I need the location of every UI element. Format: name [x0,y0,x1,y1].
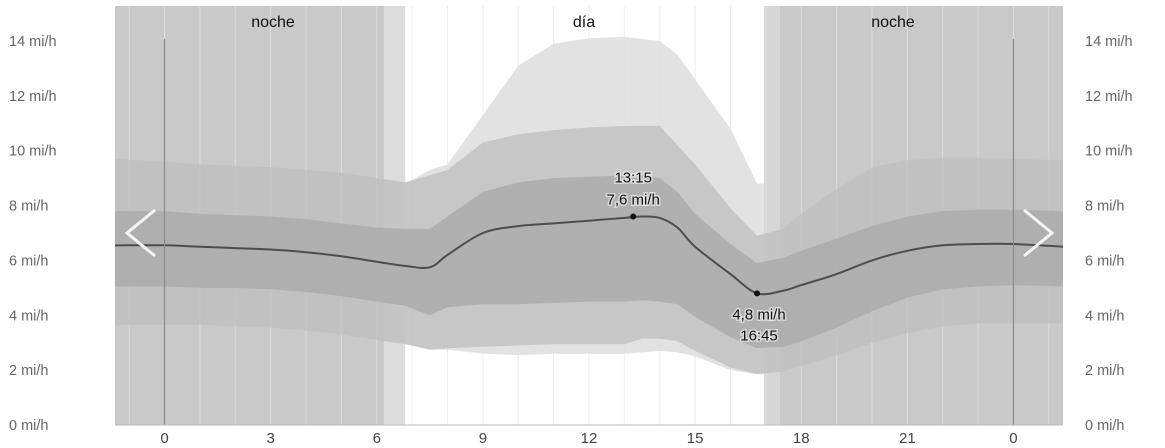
y-tick-label-left: 14 mi/h [9,34,57,50]
chevron-right-icon [1023,208,1055,258]
y-tick-label-left: 8 mi/h [9,199,49,215]
spread-bands [115,36,1063,375]
x-tick-label: 6 [373,430,381,447]
markers [630,213,761,297]
y-tick-label-left: 0 mi/h [9,418,49,434]
annotation-time: 13:15 [614,170,652,187]
y-tick-label-right: 4 mi/h [1085,308,1125,324]
x-tick-label: 15 [687,430,704,447]
y-tick-label-left: 6 mi/h [9,253,49,269]
annotation-point [630,213,637,220]
y-tick-label-right: 2 mi/h [1085,363,1125,379]
labels: 0 3 6 9 12 15 18 21 0 0 mi/h 0 mi/h 2 mi/h 2 mi/h 4 m… [9,14,1133,447]
x-tick-label: 12 [581,430,598,447]
x-tick-label: 0 [1009,430,1017,447]
annotation-value: 7,6 mi/h [607,192,660,209]
period-label: noche [871,14,915,31]
y-tick-label-left: 12 mi/h [9,89,57,105]
y-tick-label-right: 0 mi/h [1085,418,1125,434]
chevron-left-icon [124,208,156,258]
median-line [114,215,1064,296]
y-tick-label-left: 10 mi/h [9,144,57,160]
annotation-point [754,290,761,297]
period-label: día [573,14,595,31]
y-tick-label-right: 12 mi/h [1085,89,1133,105]
y-tick-label-right: 6 mi/h [1085,253,1125,269]
x-tick-label: 0 [160,430,168,447]
y-tick-label-right: 14 mi/h [1085,34,1133,50]
y-tick-label-right: 8 mi/h [1085,199,1125,215]
next-button[interactable] [1023,208,1055,258]
axes [115,39,1063,426]
y-tick-label-left: 2 mi/h [9,363,49,379]
annotation-value: 4,8 mi/h [732,306,785,323]
band-inner [115,175,1063,349]
prev-button[interactable] [124,208,156,258]
x-tick-label: 18 [793,430,810,447]
x-tick-label: 21 [899,430,916,447]
median-speed-line [114,215,1064,296]
x-tick-label: 3 [266,430,274,447]
period-label: noche [251,14,295,31]
annotation-time: 16:45 [740,327,778,344]
y-tick-label-left: 4 mi/h [9,308,49,324]
y-tick-label-right: 10 mi/h [1085,144,1133,160]
x-tick-label: 9 [479,430,487,447]
